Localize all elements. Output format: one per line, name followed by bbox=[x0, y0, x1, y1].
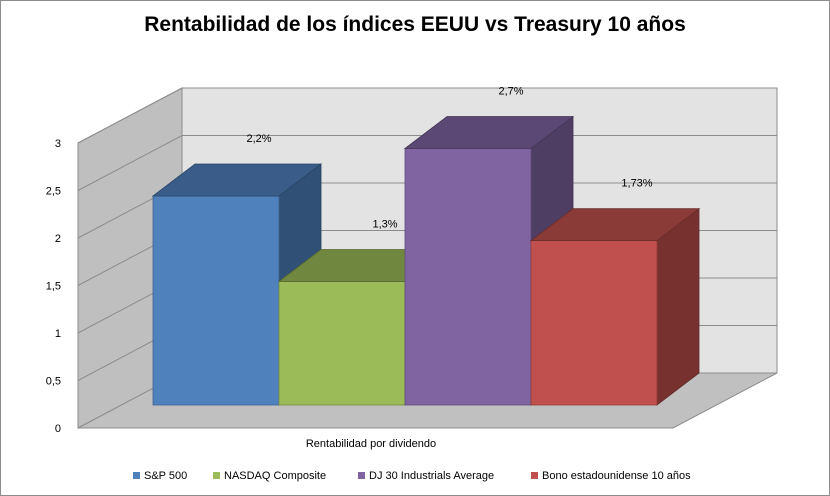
bar-bono-estadounidense-10-a-os bbox=[530, 240, 658, 406]
bar-nasdaq-composite bbox=[278, 281, 406, 406]
legend-swatch bbox=[358, 472, 365, 479]
legend-item-dj30: DJ 30 Industrials Average bbox=[358, 470, 494, 482]
y-tick-label: 3 bbox=[55, 138, 61, 150]
data-label-nasdaq-composite: 1,3% bbox=[372, 219, 397, 231]
bar-s-p-500 bbox=[152, 195, 280, 406]
category-axis-label: Rentabilidad por dividendo bbox=[305, 438, 437, 450]
data-label-s-p-500: 2,2% bbox=[246, 133, 271, 145]
bar-dj-30-industrials-average bbox=[404, 148, 532, 406]
bar-top-s-p-500 bbox=[151, 163, 323, 197]
legend-label: Bono estadounidense 10 años bbox=[542, 470, 691, 482]
legend-swatch bbox=[133, 472, 140, 479]
legend-item-sp500: S&P 500 bbox=[133, 470, 187, 482]
bar-side-bono-estadounidense-10-a-os bbox=[656, 207, 700, 406]
y-tick-label: 0,5 bbox=[46, 376, 61, 388]
y-tick-label: 2,5 bbox=[46, 186, 61, 198]
gridline bbox=[77, 135, 777, 191]
gridline bbox=[77, 87, 777, 144]
legend-label: DJ 30 Industrials Average bbox=[369, 470, 495, 482]
legend-item-bono: Bono estadounidense 10 años bbox=[531, 470, 691, 482]
legend-item-nasdaq: NASDAQ Composite bbox=[213, 470, 326, 482]
y-tick-label: 1 bbox=[55, 328, 61, 340]
legend-label: S&P 500 bbox=[144, 470, 188, 482]
y-tick-label: 1,5 bbox=[46, 281, 61, 293]
data-label-dj-30-industrials-average: 2,7% bbox=[498, 86, 523, 98]
legend-swatch bbox=[213, 472, 220, 479]
bar-top-dj-30-industrials-average bbox=[403, 116, 575, 149]
legend-swatch bbox=[531, 472, 538, 479]
data-label-bono-estadounidense-10-a-os: 1,73% bbox=[621, 178, 652, 190]
bar-top-bono-estadounidense-10-a-os bbox=[529, 208, 701, 242]
legend-label: NASDAQ Composite bbox=[224, 470, 327, 482]
chart-title: Rentabilidad de los índices EEUU vs Trea… bbox=[144, 13, 686, 36]
y-tick-label: 0 bbox=[55, 423, 61, 435]
y-tick-label: 2 bbox=[55, 233, 61, 245]
